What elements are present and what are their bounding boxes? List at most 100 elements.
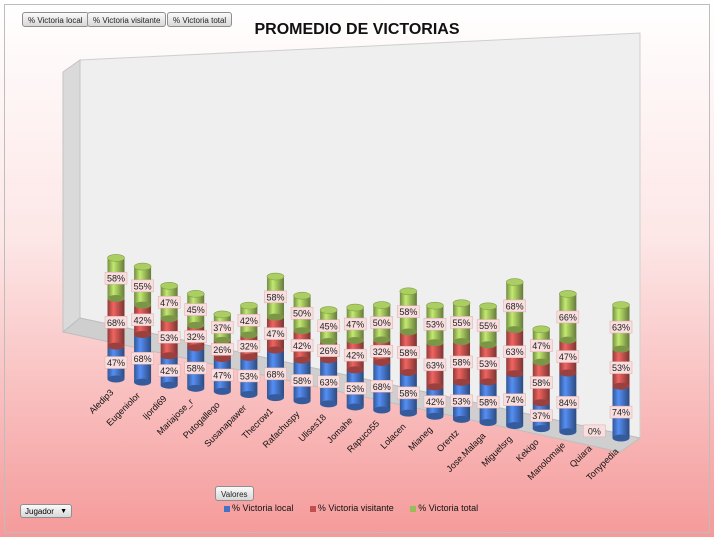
bar-visitante-base — [266, 346, 284, 354]
data-label-text: 58% — [479, 398, 497, 408]
bar-total-base — [346, 336, 364, 344]
data-label-bg — [370, 380, 394, 393]
bar-local-base — [453, 415, 471, 423]
legend-label-total: % Victoria total — [418, 503, 479, 513]
bar-visitante-base — [559, 369, 577, 377]
data-label-bg — [211, 321, 234, 334]
bar-total-base — [293, 327, 311, 335]
field-button-valores[interactable]: Valores — [215, 486, 254, 501]
bar-visitante-base — [160, 352, 178, 360]
category-label: Jomahe — [325, 415, 355, 445]
bar-visitante-base — [346, 366, 364, 374]
bar-local-base — [559, 428, 577, 436]
data-label-text: 58% — [399, 307, 417, 317]
data-label-local: 53% — [450, 394, 473, 408]
category-label: Lolacen — [378, 422, 407, 451]
category-label: Kekigo — [514, 437, 541, 464]
bar-local-base — [160, 381, 178, 389]
data-label-bg — [609, 361, 633, 374]
data-label-bg — [556, 310, 580, 324]
data-label-visitante: 42% — [131, 313, 154, 327]
data-label-total: 45% — [184, 303, 207, 316]
data-label-total: 55% — [450, 316, 473, 329]
data-label-text: 32% — [373, 347, 391, 357]
data-label-visitante: 26% — [317, 344, 340, 357]
data-label-bg — [290, 339, 314, 352]
chart-legend: % Victoria local % Victoria visitante % … — [224, 503, 492, 513]
data-label-bg — [264, 367, 287, 381]
data-label-local: 58% — [476, 395, 500, 409]
data-label-total: 47% — [530, 339, 553, 352]
bar-total-base — [453, 338, 471, 346]
data-label-bg — [583, 424, 606, 438]
data-label-bg — [131, 352, 154, 365]
data-label-local: 58% — [397, 386, 420, 400]
data-label-text: 53% — [426, 320, 444, 330]
bar-total-base — [506, 326, 524, 334]
data-label-bg — [503, 299, 526, 313]
bar-visitante-base — [293, 356, 311, 364]
data-label-total: 50% — [370, 316, 394, 329]
data-label-visitante: 53% — [476, 357, 500, 370]
bar-total-base — [373, 336, 391, 344]
data-label-text: 63% — [320, 377, 338, 387]
legend-item-local: % Victoria local — [224, 503, 293, 513]
data-label-bg — [397, 346, 420, 359]
data-label-bg — [609, 320, 633, 334]
field-button-total[interactable]: % Victoria total — [167, 12, 233, 27]
bar-total-base — [160, 315, 178, 323]
data-label-bg — [237, 369, 261, 383]
data-label-visitante: 53% — [609, 361, 633, 374]
bar-local-base — [426, 412, 444, 420]
category-label: Quiara — [568, 443, 594, 469]
jugador-dropdown-label: Jugador — [25, 507, 54, 516]
data-label-local: 42% — [157, 364, 181, 377]
bar-cap — [479, 302, 497, 311]
data-label-text: 68% — [266, 369, 284, 379]
bar-total-base — [266, 313, 284, 321]
data-label-local: 42% — [423, 395, 447, 408]
data-label-bg — [264, 290, 287, 304]
data-label-total: 47% — [157, 296, 181, 309]
data-label-visitante: 26% — [211, 343, 234, 356]
data-label-total: 68% — [503, 299, 526, 313]
bar-cap — [186, 290, 205, 298]
bar-cap — [559, 290, 577, 298]
data-label-bg — [476, 319, 500, 332]
data-label-text: 50% — [293, 309, 311, 319]
bar-cap — [612, 301, 630, 309]
data-label-text: 47% — [213, 370, 231, 380]
bar-cap — [160, 282, 178, 290]
data-label-visitante: 32% — [184, 330, 207, 343]
data-label-bg — [131, 313, 154, 327]
data-label-visitante: 47% — [264, 327, 287, 340]
bar-local-base — [240, 391, 258, 399]
data-label-total: 63% — [609, 320, 633, 334]
data-label-bg — [450, 394, 473, 408]
bar-cap — [505, 278, 524, 286]
bar-visitante-base — [479, 378, 497, 386]
data-label-text: 74% — [506, 395, 524, 405]
data-label-bg — [157, 331, 181, 344]
bar-cap — [133, 262, 152, 271]
data-label-text: 68% — [506, 301, 524, 311]
bar-cap — [240, 301, 258, 310]
jugador-dropdown[interactable]: Jugador ▼ — [20, 504, 72, 518]
data-label-text: 50% — [373, 318, 391, 328]
data-label-bg — [237, 314, 261, 327]
data-label-visitante: 42% — [343, 348, 367, 362]
field-button-local[interactable]: % Victoria local — [22, 12, 89, 27]
bar-total-base — [107, 295, 125, 302]
bar-local-base — [479, 418, 497, 426]
bar-local-base — [506, 422, 524, 430]
data-label-text: 42% — [293, 341, 311, 351]
data-label-bg — [264, 327, 287, 340]
data-label-text: 68% — [134, 354, 152, 364]
bar-total-base — [320, 338, 338, 346]
data-label-bg — [184, 330, 207, 343]
field-button-visitante[interactable]: % Victoria visitante — [87, 12, 167, 27]
data-label-text: 42% — [134, 315, 152, 325]
data-label-local: 37% — [530, 409, 553, 422]
data-label-text: 45% — [320, 321, 338, 331]
data-label-text: 0% — [588, 426, 601, 436]
